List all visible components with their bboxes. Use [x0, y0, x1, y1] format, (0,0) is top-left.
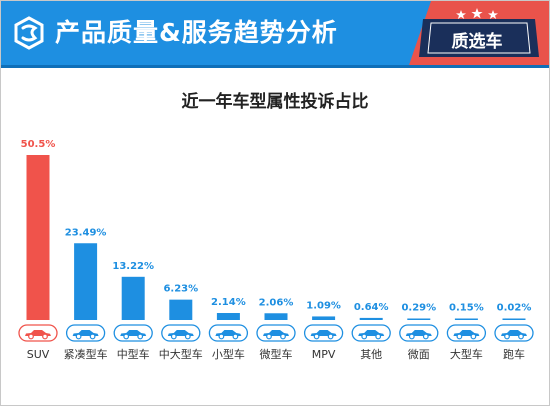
- category-label: 其他: [360, 348, 382, 361]
- value-label: 13.22%: [112, 261, 154, 272]
- header-stripe: [1, 65, 549, 68]
- car-icon: [351, 324, 391, 342]
- value-label: 2.06%: [259, 297, 294, 308]
- bar-中型车: [121, 276, 145, 320]
- bar-SUV: [26, 155, 50, 320]
- bar-其他: [359, 317, 383, 320]
- car-icon: [65, 324, 106, 342]
- car-icon: [18, 324, 58, 342]
- header-banner: 产品质量&服务趋势分析 质选车: [1, 1, 549, 65]
- category-label: 微型车: [260, 347, 293, 361]
- car-icon: [113, 324, 153, 342]
- car-icon: [446, 324, 487, 342]
- category-label: 小型车: [212, 347, 245, 361]
- bar-微型车: [264, 313, 288, 320]
- category-label: 紧凑型车: [64, 347, 108, 361]
- chart-title: 近一年车型属性投诉占比: [181, 92, 369, 112]
- bar-MPV: [312, 316, 336, 320]
- bar-中大型车: [169, 299, 193, 320]
- bar-大型车: [454, 318, 478, 320]
- value-label: 0.15%: [449, 303, 484, 314]
- brand-logo-icon: [14, 16, 44, 50]
- car-icon: [161, 324, 201, 342]
- value-label: 0.29%: [401, 303, 436, 314]
- value-label: 6.23%: [163, 284, 198, 295]
- car-icon: [399, 324, 439, 342]
- bar-小型车: [216, 313, 240, 320]
- value-label: 23.49%: [65, 227, 107, 238]
- category-label: 大型车: [450, 347, 483, 361]
- car-icon: [494, 324, 534, 342]
- car-icon: [208, 324, 249, 342]
- category-label: 中大型车: [159, 347, 203, 361]
- value-label: 0.02%: [497, 303, 532, 314]
- value-label: 2.14%: [211, 297, 246, 308]
- bar-跑车: [502, 318, 526, 320]
- car-icon: [303, 324, 344, 342]
- value-label: 0.64%: [354, 302, 389, 313]
- bar-紧凑型车: [74, 243, 98, 320]
- category-label: MPV: [312, 348, 336, 361]
- badge-label: 质选车: [451, 32, 503, 52]
- bar-微面: [407, 318, 431, 320]
- category-label: 微面: [408, 347, 430, 361]
- value-label: 1.09%: [306, 300, 341, 311]
- car-icon: [256, 324, 296, 342]
- category-label: SUV: [27, 348, 50, 361]
- value-label: 50.5%: [21, 139, 56, 150]
- header-title: 产品质量&服务趋势分析: [55, 18, 338, 47]
- bar-chart: 50.5% SUV 23.49% 紧凑型车 13.22% 中型车 6.23% 中大型车 2.14…: [18, 139, 534, 361]
- category-label: 中型车: [117, 347, 150, 361]
- category-label: 跑车: [503, 347, 525, 361]
- badge-panel: [409, 1, 549, 65]
- star-icons: [456, 8, 498, 19]
